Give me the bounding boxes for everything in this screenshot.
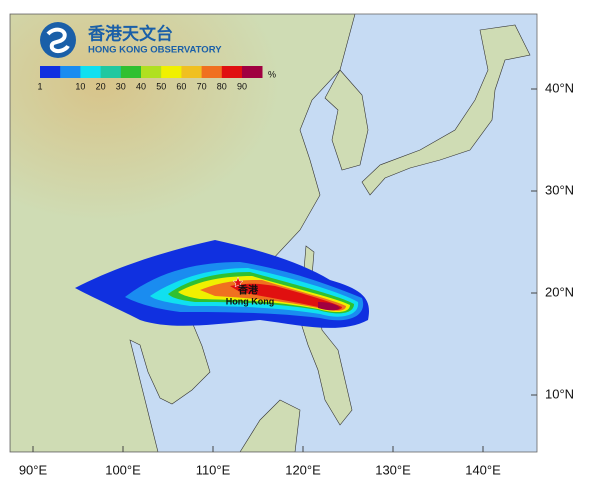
y-axis-label: 30°N (545, 182, 574, 197)
japan (361, 24, 531, 196)
legend-label: 30 (116, 81, 126, 91)
legend: 1 10 20 30 40 50 60 70 80 90% (37, 66, 276, 91)
x-axis-label: 90°E (19, 462, 48, 477)
place-label-zh: 香港 (238, 284, 259, 297)
axes: 90°E 100°E 110°E 120°E 130°E 140°E 40°N 30°N 20°… (19, 80, 574, 477)
logo: 香港天文台 HONG KONG OBSERVATORY (40, 22, 222, 58)
legend-label: 20 (96, 81, 106, 91)
x-axis-label: 110°E (196, 462, 231, 477)
legend-label: 1 (37, 81, 42, 91)
x-axis-label: 100°E (105, 462, 141, 477)
legend-swatch (80, 66, 101, 78)
legend-swatch (40, 66, 61, 78)
x-axis-label: 120°E (285, 462, 321, 477)
logo-title-zh: 香港天文台 (88, 23, 173, 43)
legend-label: 50 (156, 81, 166, 91)
legend-swatch (181, 66, 202, 78)
x-axis-label: 130°E (375, 462, 411, 477)
y-axis-label: 20°N (545, 284, 574, 299)
legend-label: 80 (217, 81, 227, 91)
y-axis-label: 40°N (545, 80, 574, 95)
legend-swatch (120, 66, 142, 78)
y-axis-label: 10°N (545, 386, 574, 401)
legend-swatch (100, 66, 122, 78)
legend-label: 10 (75, 81, 85, 91)
hong-kong-marker (232, 276, 244, 288)
legend-swatch (141, 66, 162, 78)
probability-swath (75, 240, 370, 328)
korea (324, 69, 369, 171)
logo-title-en: HONG KONG OBSERVATORY (88, 45, 222, 56)
legend-label: 70 (197, 81, 207, 91)
map-area: 香港 Hong Kong (10, 14, 537, 452)
legend-label: 90 (237, 81, 247, 91)
legend-swatch (201, 66, 223, 78)
map-frame (9, 13, 538, 453)
x-axis-label: 140°E (465, 462, 501, 477)
legend-swatch (161, 66, 182, 78)
legend-label: 40 (136, 81, 146, 91)
place-label-en: Hong Kong (226, 296, 275, 306)
legend-swatch (60, 66, 81, 78)
legend-unit: % (268, 69, 276, 79)
borneo (239, 399, 301, 452)
legend-swatch (221, 66, 243, 78)
legend-swatch (242, 66, 263, 78)
legend-label: 60 (176, 81, 186, 91)
